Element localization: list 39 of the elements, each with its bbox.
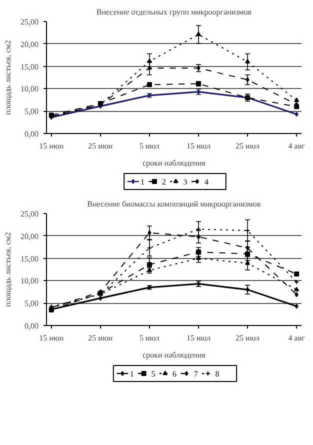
legend-label: 1 bbox=[140, 178, 145, 186]
x-tick-label: 25 июн bbox=[88, 334, 114, 342]
x-tick-label: 5 июл bbox=[139, 334, 160, 342]
legend-label: 5 bbox=[151, 370, 156, 378]
chart-title: Внесение отдельных групп микроорганизмов bbox=[96, 8, 252, 16]
x-tick-label: 5 июл bbox=[139, 142, 160, 150]
x-tick-label: 15 июн bbox=[39, 334, 64, 342]
y-tick-label: 20,00 bbox=[20, 40, 38, 49]
x-tick-label: 15 июл bbox=[186, 142, 211, 150]
x-axis-title: сроки наблюдения bbox=[142, 350, 206, 360]
legend-label: 4 bbox=[204, 178, 209, 186]
y-tick-label: 20,00 bbox=[20, 232, 38, 241]
y-axis-title: площадь листьев, см2 bbox=[4, 232, 12, 307]
y-tick-label: 15,00 bbox=[20, 62, 38, 72]
x-axis-title: сроки наблюдения bbox=[142, 158, 206, 168]
chart-title: Внесение биомассы композиций микроорганизмов bbox=[87, 200, 261, 208]
x-tick-label: 25 июн bbox=[88, 142, 114, 150]
y-tick-label: 5,00 bbox=[24, 299, 38, 308]
y-tick-label: 15,00 bbox=[20, 254, 38, 264]
y-tick-label: 0,00 bbox=[24, 130, 38, 138]
x-tick-label: 4 авг bbox=[288, 142, 306, 150]
legend-label: 8 bbox=[215, 370, 220, 378]
legend-label: 1 bbox=[130, 370, 134, 378]
y-axis-title: площадь листьев, см2 bbox=[4, 40, 12, 115]
x-tick-label: 25 июл bbox=[236, 142, 260, 150]
y-tick-label: 10,00 bbox=[20, 84, 38, 94]
legend-label: 2 bbox=[162, 178, 166, 186]
y-tick-label: 5,00 bbox=[24, 107, 38, 116]
x-tick-label: 15 июл bbox=[186, 334, 211, 342]
y-tick-label: 10,00 bbox=[20, 276, 38, 286]
legend-label: 3 bbox=[183, 178, 188, 186]
legend-label: 6 bbox=[172, 370, 177, 378]
x-tick-label: 4 авг bbox=[288, 334, 306, 342]
y-tick-label: 25,00 bbox=[20, 18, 38, 26]
y-tick-label: 0,00 bbox=[24, 322, 38, 330]
x-tick-label: 25 июл bbox=[236, 334, 260, 342]
x-tick-label: 15 июн bbox=[39, 142, 64, 150]
legend-label: 7 bbox=[194, 370, 198, 378]
y-tick-label: 25,00 bbox=[20, 210, 38, 218]
